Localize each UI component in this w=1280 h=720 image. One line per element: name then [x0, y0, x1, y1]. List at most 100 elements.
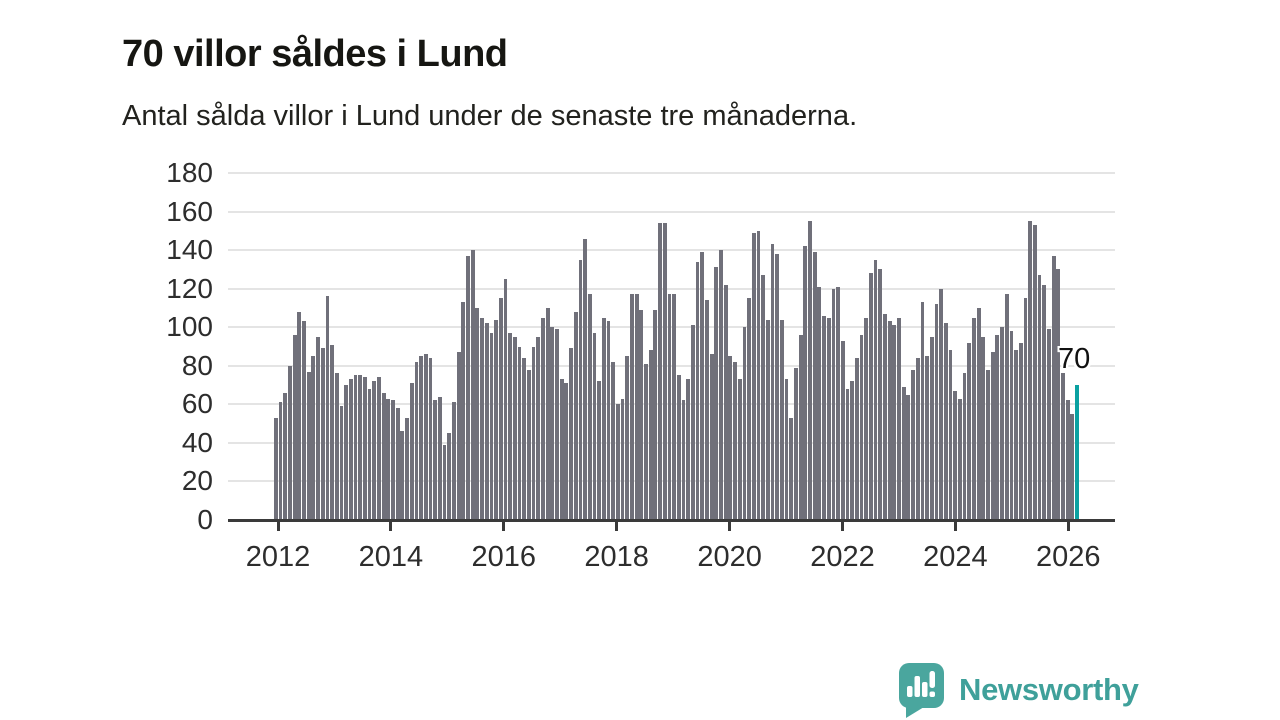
- bar: [831, 288, 836, 520]
- bar: [372, 381, 377, 520]
- bar: [986, 369, 990, 520]
- bar: [822, 315, 826, 520]
- bar: [901, 386, 906, 520]
- bar: [1061, 373, 1065, 520]
- bar: [297, 311, 302, 520]
- bar: [728, 356, 733, 520]
- bar: [541, 317, 545, 520]
- bar: [990, 352, 995, 520]
- bar: [330, 344, 335, 520]
- bar: [1047, 329, 1051, 520]
- bar: [648, 350, 653, 520]
- bar: [644, 363, 648, 520]
- bar: [522, 358, 527, 520]
- bar: [714, 267, 719, 520]
- bar: [864, 317, 869, 520]
- gridline: [228, 210, 1115, 213]
- bar: [601, 317, 606, 520]
- bar: [751, 232, 756, 520]
- bar: [803, 246, 808, 520]
- x-axis-tick: [389, 522, 393, 531]
- gridline: [228, 249, 1115, 252]
- bar: [325, 296, 330, 520]
- bar: [775, 253, 780, 520]
- bar: [302, 321, 306, 520]
- bar: [976, 307, 981, 520]
- bar: [676, 375, 681, 520]
- bar: [494, 319, 498, 520]
- bar: [405, 417, 409, 520]
- bar: [1056, 269, 1061, 520]
- bar: [1042, 284, 1047, 520]
- y-axis-tick-label: 120: [166, 272, 213, 304]
- bar: [419, 356, 424, 520]
- y-axis-tick-label: 140: [166, 234, 213, 266]
- gridline: [228, 364, 1115, 367]
- bar: [620, 398, 625, 520]
- bar: [920, 302, 925, 520]
- bar: [573, 311, 578, 520]
- bar: [316, 336, 320, 520]
- bar: [789, 417, 794, 520]
- bar: [887, 321, 892, 520]
- bar: [475, 307, 480, 520]
- bar: [784, 379, 789, 520]
- bar: [953, 390, 958, 520]
- bar: [962, 373, 967, 520]
- gridline: [228, 441, 1115, 444]
- bar: [288, 365, 292, 520]
- bar: [353, 375, 358, 520]
- bar: [765, 319, 770, 520]
- bar: [948, 350, 953, 520]
- bar: [897, 317, 901, 520]
- highlighted-bar: [1075, 385, 1079, 520]
- bar: [653, 309, 658, 520]
- gridline: [228, 172, 1115, 174]
- bar: [592, 333, 597, 520]
- bar: [840, 340, 845, 520]
- x-axis-tick-label: 2022: [810, 541, 875, 573]
- bar: [878, 269, 883, 520]
- bar: [503, 279, 508, 520]
- bar: [859, 334, 864, 520]
- bar: [906, 394, 911, 520]
- bar: [1032, 225, 1037, 520]
- bar: [536, 336, 541, 520]
- bar: [377, 377, 381, 520]
- x-axis-tick: [953, 522, 957, 531]
- y-axis-tick-label: 0: [197, 504, 213, 535]
- bar: [1023, 298, 1028, 520]
- x-axis-tick: [1066, 522, 1070, 531]
- bar: [480, 317, 484, 520]
- newsworthy-logo-icon: [899, 663, 944, 718]
- bar: [339, 406, 344, 520]
- bar: [958, 398, 962, 520]
- gridline: [228, 480, 1115, 483]
- bar: [578, 259, 583, 520]
- bar: [442, 444, 447, 520]
- x-axis-tick: [502, 522, 506, 531]
- bar: [423, 354, 428, 520]
- bar: [808, 221, 812, 520]
- gridline: [228, 403, 1115, 406]
- y-axis-tick-label: 100: [166, 311, 213, 343]
- gridline: [228, 287, 1115, 290]
- bar: [972, 317, 976, 520]
- bar: [794, 367, 798, 520]
- bar: [395, 408, 400, 520]
- bar: [625, 356, 630, 520]
- bar: [967, 342, 972, 520]
- bar: [672, 294, 677, 520]
- bar: [428, 358, 433, 520]
- bar: [358, 375, 363, 520]
- bar: [883, 313, 887, 520]
- bar: [1037, 275, 1042, 520]
- x-axis-tick-label: 2016: [471, 541, 537, 573]
- bar: [470, 250, 475, 520]
- branding: Newsworthy: [897, 663, 1139, 718]
- gridline: [228, 326, 1115, 329]
- x-axis-tick-label: 2014: [358, 541, 424, 573]
- bar: [634, 294, 639, 520]
- bar: [400, 431, 405, 520]
- bar: [939, 288, 944, 520]
